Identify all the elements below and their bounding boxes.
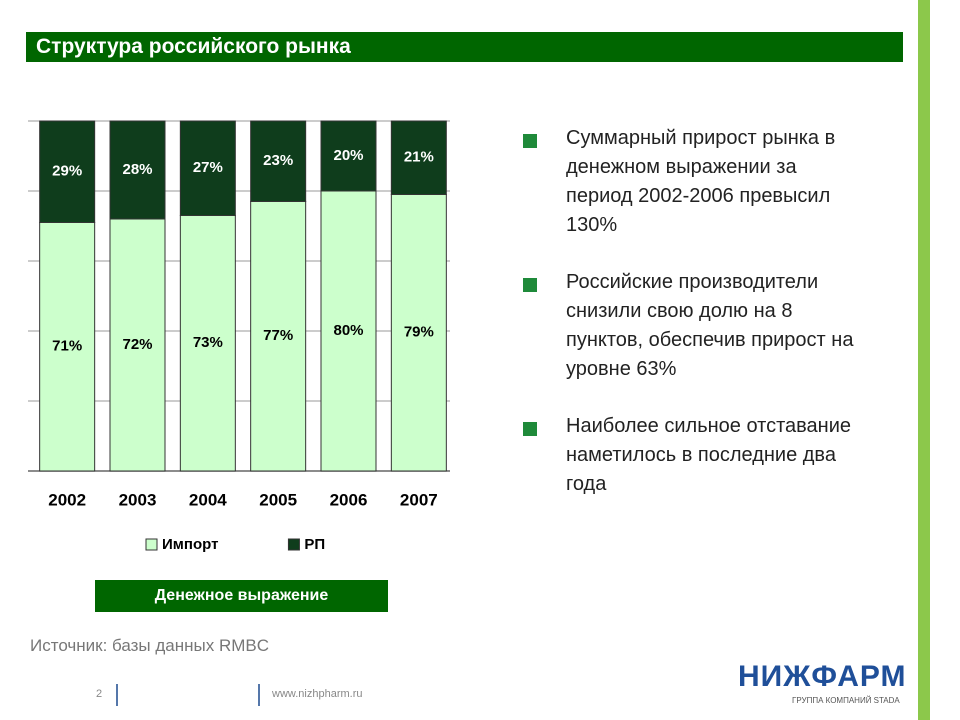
value-label: 21%	[404, 149, 434, 166]
slide-title: Структура российского рынка	[26, 32, 903, 62]
x-tick-label: 2007	[400, 490, 438, 509]
x-tick-label: 2006	[330, 490, 368, 509]
bullet-list: Суммарный прирост рынка в денежном выраж…	[520, 124, 860, 527]
value-label: 80%	[333, 322, 363, 339]
x-tick-label: 2005	[259, 490, 297, 509]
value-label: 71%	[52, 338, 82, 355]
value-label: 20%	[333, 147, 363, 164]
legend-swatch	[145, 538, 158, 551]
value-label: 27%	[193, 159, 223, 176]
side-stripe	[918, 0, 930, 720]
x-tick-label: 2003	[119, 490, 157, 509]
logo: НИЖФАРМ	[738, 660, 907, 693]
legend-swatch	[287, 538, 300, 551]
bar-segment	[250, 120, 307, 202]
bar-segment	[320, 190, 377, 472]
bar-segment	[109, 218, 166, 472]
bar-segment	[109, 120, 166, 220]
legend-label: РП	[304, 536, 325, 553]
value-label: 77%	[263, 327, 293, 344]
value-label: 29%	[52, 163, 82, 180]
bar-segment	[390, 120, 447, 195]
divider	[116, 684, 118, 706]
value-label: 73%	[193, 334, 223, 351]
bullet: Суммарный прирост рынка в денежном выраж…	[520, 124, 860, 240]
x-tick-label: 2002	[48, 490, 86, 509]
source: Источник: базы данных RMBC	[30, 636, 270, 655]
legend-label: Импорт	[162, 536, 218, 553]
bar-segment	[179, 215, 236, 472]
value-label: 23%	[263, 152, 293, 169]
divider	[258, 684, 260, 706]
value-label: 28%	[122, 161, 152, 178]
bar-segment	[390, 194, 447, 472]
bullet: Российские производители снизили свою до…	[520, 268, 860, 384]
chart-caption: Денежное выражение	[95, 580, 388, 612]
url: www.nizhpharm.ru	[272, 688, 363, 700]
bullet: Наиболее сильное отставание наметилось в…	[520, 412, 860, 499]
value-label: 72%	[122, 336, 152, 353]
bar-segment	[39, 222, 96, 472]
bar-segment	[39, 120, 96, 223]
bar-segment	[250, 201, 307, 472]
x-tick-label: 2004	[189, 490, 227, 509]
bar-segment	[179, 120, 236, 216]
page-number: 2	[96, 688, 103, 700]
bar-segment	[320, 120, 377, 192]
logo-tagline: ГРУППА КОМПАНИЙ STADA	[792, 696, 900, 705]
value-label: 79%	[404, 324, 434, 341]
